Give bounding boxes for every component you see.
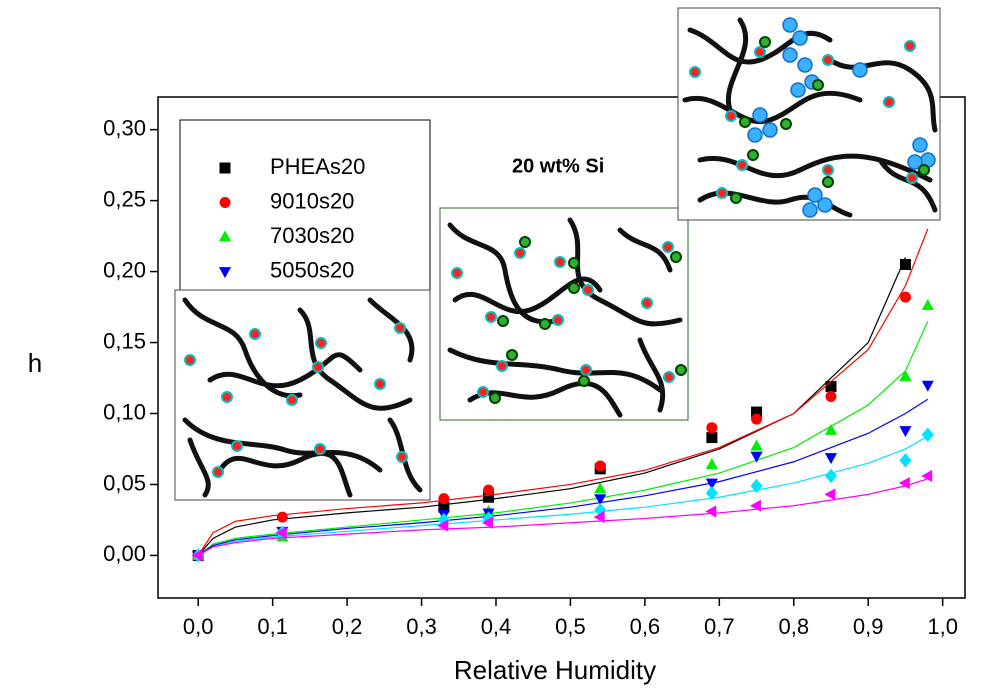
- x-tick-label: 0,5: [555, 614, 586, 639]
- fit-line: [197, 478, 928, 556]
- x-tick-label: 0,4: [481, 614, 512, 639]
- fit-line: [197, 398, 929, 556]
- y-tick-label: 0,05: [103, 470, 146, 495]
- point: [898, 476, 910, 490]
- point: [899, 369, 912, 381]
- point: [437, 519, 449, 532]
- x-tick-label: 0,1: [257, 614, 288, 639]
- y-tick-label: 0,00: [103, 541, 146, 566]
- point: [706, 422, 718, 434]
- point: [705, 478, 718, 490]
- point: [899, 453, 912, 468]
- point: [824, 468, 838, 484]
- point: [275, 526, 287, 539]
- point: [899, 291, 911, 303]
- y-axis-label: h: [28, 348, 42, 378]
- point: [750, 451, 763, 463]
- point: [921, 299, 934, 311]
- point: [921, 427, 934, 442]
- inset-1: [174, 289, 431, 501]
- point: [750, 478, 763, 494]
- x-tick-label: 0,8: [778, 614, 809, 639]
- point: [593, 511, 605, 524]
- y-tick-label: 0,10: [103, 399, 146, 424]
- plot-area: 0,0 0,1 0,2 0,3 0,4 0,5 0,6 0,7 0,8 0,9 1,0 0,00 0,0…: [103, 96, 966, 639]
- point: [750, 439, 763, 451]
- point: [921, 380, 934, 392]
- x-tick-label: 0,7: [704, 614, 735, 639]
- x-tick-label: 0,0: [183, 614, 214, 639]
- fit-line: [197, 320, 929, 556]
- y-tick-label: 0,25: [103, 186, 146, 211]
- fit-line: [197, 228, 929, 556]
- x-tick-label: 0,9: [853, 614, 884, 639]
- legend-marker: [219, 197, 231, 208]
- x-tick-label: 0,3: [406, 614, 437, 639]
- point: [705, 457, 718, 469]
- point: [481, 516, 493, 529]
- legend: PHEAs20 9010s20 7030s20 5050s20: [218, 154, 365, 282]
- legend-label: 9010s20: [270, 188, 354, 213]
- point: [899, 426, 912, 438]
- y-tick-label: 0,20: [103, 257, 146, 282]
- legend-label: 7030s20: [270, 223, 354, 248]
- x-tick-label: 0,6: [630, 614, 661, 639]
- point: [824, 453, 838, 465]
- point: [825, 381, 837, 393]
- legend-marker: [219, 162, 231, 174]
- plot-frame: [157, 96, 966, 599]
- legend-marker: [218, 230, 232, 242]
- point: [483, 484, 495, 496]
- point: [751, 406, 763, 418]
- point: [276, 511, 288, 523]
- point: [899, 258, 911, 270]
- legend-box: [179, 119, 431, 296]
- point: [594, 494, 607, 506]
- fit-line: [197, 435, 929, 556]
- point: [438, 501, 450, 513]
- point: [825, 390, 837, 402]
- point: [824, 488, 836, 501]
- point: [705, 505, 717, 518]
- point: [706, 432, 718, 444]
- inset-2: [439, 207, 689, 421]
- point: [438, 493, 450, 505]
- x-axis-label: Relative Humidity: [454, 655, 656, 685]
- point: [751, 413, 763, 425]
- y-tick-label: 0,15: [103, 328, 146, 353]
- point: [705, 485, 718, 501]
- x-tick-label: 0,2: [332, 614, 363, 639]
- point: [483, 491, 495, 503]
- x-tick-label: 1,0: [927, 614, 958, 639]
- legend-marker: [218, 267, 232, 279]
- point: [824, 423, 838, 435]
- point: [749, 499, 761, 512]
- point: [594, 460, 606, 472]
- legend-label: 5050s20: [270, 257, 354, 282]
- legend-label: PHEAs20: [270, 154, 365, 179]
- y-tick-label: 0,30: [103, 115, 146, 140]
- annotation: 20 wt% Si: [512, 155, 604, 177]
- point: [191, 549, 203, 562]
- point: [594, 482, 607, 494]
- inset-3: [677, 7, 941, 221]
- point: [921, 469, 933, 482]
